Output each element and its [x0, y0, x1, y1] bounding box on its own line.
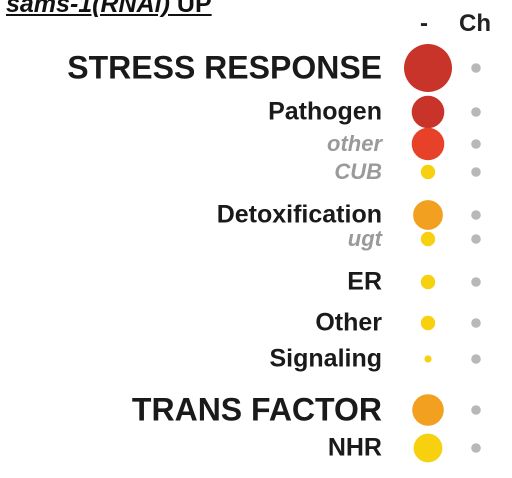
- row-label: other: [327, 131, 382, 156]
- row-label: NHR: [327, 433, 382, 462]
- row-label: Pathogen: [268, 97, 382, 126]
- column-header-minus: -: [420, 10, 428, 37]
- chart-title-suffix: UP: [169, 0, 212, 18]
- bubble-ch: [471, 139, 481, 149]
- bubble-ch: [471, 210, 481, 220]
- bubble-minus: [413, 433, 443, 463]
- bubble-ch: [471, 443, 481, 453]
- bubble-ch: [471, 167, 481, 177]
- bubble-ch: [471, 354, 481, 364]
- bubble-ch: [471, 277, 481, 287]
- row-label: TRANS FACTOR: [131, 391, 382, 428]
- row-label: CUB: [334, 159, 382, 184]
- row-label: Signaling: [269, 344, 383, 373]
- row-label: Other: [315, 308, 382, 337]
- row-label: ER: [347, 267, 382, 296]
- row-label: ugt: [347, 226, 382, 251]
- bubble-ch: [471, 107, 481, 117]
- bubble-minus: [420, 274, 436, 290]
- bubble-minus: [411, 127, 445, 161]
- bubble-minus: [420, 231, 436, 247]
- chart-title: sams-1(RNAi) UP: [6, 0, 212, 19]
- row-label: STRESS RESPONSE: [67, 49, 382, 86]
- bubble-minus: [420, 164, 436, 180]
- bubble-minus: [413, 200, 443, 230]
- bubble-minus: [404, 44, 452, 92]
- bubble-ch: [471, 63, 481, 73]
- bubble-minus: [420, 315, 436, 331]
- bubble-minus: [412, 394, 444, 426]
- chart-title-main: sams-1(RNAi): [6, 0, 170, 18]
- bubble-minus: [411, 95, 445, 129]
- bubble-ch: [471, 234, 481, 244]
- bubble-ch: [471, 405, 481, 415]
- row-label: Detoxification: [216, 200, 382, 229]
- bubble-ch: [471, 318, 481, 328]
- bubble-minus: [424, 355, 432, 363]
- column-header-ch: Ch: [459, 10, 491, 37]
